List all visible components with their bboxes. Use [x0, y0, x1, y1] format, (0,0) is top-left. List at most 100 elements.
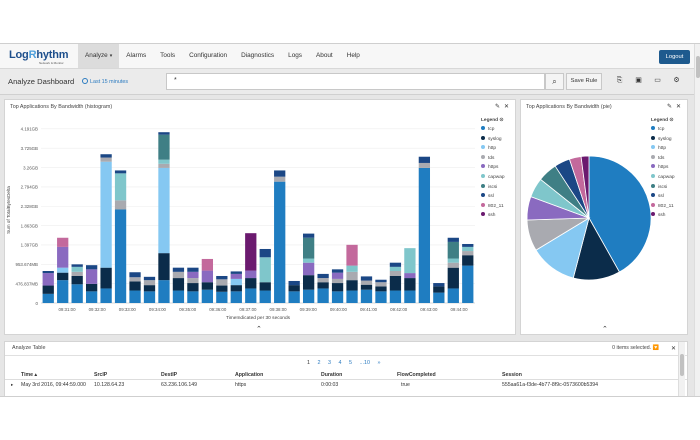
- folder-icon[interactable]: ▭: [654, 77, 661, 84]
- pie-slice-ssh: [580, 155, 590, 219]
- x-tick-label: 09:40:00: [330, 307, 348, 312]
- column-header-time[interactable]: Time ▴: [21, 372, 38, 378]
- menu-about[interactable]: About: [316, 52, 333, 59]
- bar-segment-tds: [389, 271, 402, 276]
- bar-segment-ssl: [158, 132, 170, 135]
- column-header-application[interactable]: Application: [235, 372, 264, 378]
- pagination: 1 2 3 4 5 ...10 »: [307, 360, 387, 366]
- selection-status[interactable]: 0 items selected. 🔽: [612, 345, 659, 351]
- column-header-flowcompleted[interactable]: FlowCompleted: [397, 372, 436, 378]
- scrollbar-thumb[interactable]: [696, 56, 700, 78]
- menu-help[interactable]: Help: [346, 52, 360, 59]
- edit-icon[interactable]: ✎: [667, 104, 673, 110]
- legend-label: ssh: [488, 213, 496, 219]
- legend-item-iscsi[interactable]: iscsi: [651, 183, 675, 193]
- legend-swatch: [651, 126, 655, 130]
- bar-segment-tcp: [158, 280, 170, 303]
- legend-swatch: [651, 193, 655, 198]
- close-icon[interactable]: ✕: [670, 346, 676, 352]
- column-header-destip[interactable]: DestIP: [161, 372, 178, 378]
- bar-segment-syslog: [447, 267, 459, 289]
- column-header-duration[interactable]: Duration: [321, 372, 343, 378]
- time-range-picker[interactable]: Last 15 minutes: [82, 78, 128, 85]
- bar-segment-syslog: [42, 285, 54, 294]
- legend-label: capwap: [488, 174, 505, 180]
- page-link[interactable]: 1: [307, 360, 310, 366]
- close-icon[interactable]: ✕: [676, 104, 682, 110]
- page-link[interactable]: 3: [328, 360, 331, 366]
- save-icon[interactable]: ▣: [635, 77, 642, 84]
- menu-alarms[interactable]: Alarms: [126, 52, 147, 59]
- legend-item-tcp[interactable]: tcp: [481, 125, 505, 135]
- logrhythm-logo[interactable]: LogRhythm Network & Monitor: [9, 49, 79, 65]
- menu-analyze[interactable]: Analyze ▾: [78, 44, 120, 68]
- legend-item-ssh[interactable]: ssh: [651, 211, 675, 221]
- page-scrollbar[interactable]: [694, 44, 700, 396]
- menu-configuration[interactable]: Configuration: [189, 52, 228, 59]
- menu-logs[interactable]: Logs: [288, 52, 302, 59]
- settings-icon[interactable]: ⚙: [673, 77, 680, 84]
- save-rule-button[interactable]: Save Rule: [566, 73, 602, 90]
- search-button[interactable]: ⌕: [545, 73, 564, 90]
- y-tick-label: 1.863GB: [21, 223, 38, 228]
- column-header-srcip[interactable]: SrcIP: [94, 372, 108, 378]
- table-scrollbar[interactable]: [678, 342, 685, 396]
- legend-item-capwap[interactable]: capwap: [651, 173, 675, 183]
- export-icon[interactable]: ⎘: [616, 77, 623, 84]
- legend-swatch: [481, 135, 485, 140]
- pie-title: Top Applications By Bandwidth (pie): [526, 104, 612, 110]
- legend-item-tds[interactable]: tds: [651, 154, 675, 164]
- chevron-up-icon[interactable]: ⌃: [256, 326, 262, 333]
- bar-segment-ssl: [129, 272, 141, 278]
- legend-item-syslog[interactable]: syslog: [481, 135, 505, 145]
- legend-item-http[interactable]: http: [481, 144, 505, 154]
- legend-swatch: [481, 212, 485, 217]
- legend-item-https[interactable]: https: [481, 163, 505, 173]
- y-tick-label: 3.725GB: [21, 146, 38, 151]
- query-input[interactable]: *: [166, 73, 545, 90]
- legend-item-802_11[interactable]: 802_11: [651, 202, 675, 212]
- bar-segment-capwap: [346, 265, 358, 272]
- legend-swatch: [481, 126, 485, 130]
- x-tick-label: 09:37:00: [239, 307, 257, 312]
- bar-segment-tcp: [288, 291, 300, 303]
- legend-item-tds[interactable]: tds: [481, 154, 505, 164]
- bar-segment-https: [230, 273, 242, 279]
- chevron-up-icon[interactable]: ⌃: [602, 326, 608, 333]
- legend-item-ssl[interactable]: ssl: [481, 192, 505, 202]
- legend-label: https: [488, 165, 499, 171]
- bar-segment-ssl: [172, 267, 185, 272]
- bar-segment-syslog: [245, 278, 257, 289]
- page-link[interactable]: ...10: [359, 360, 371, 366]
- legend-label: iscsi: [658, 184, 668, 190]
- legend-label: 802_11: [488, 203, 504, 209]
- column-header-session[interactable]: Session: [502, 372, 522, 378]
- bar-segment-tcp: [375, 291, 387, 303]
- logout-button[interactable]: Logout: [659, 50, 690, 64]
- next-page-link[interactable]: »: [377, 360, 381, 366]
- page-link[interactable]: 5: [349, 360, 352, 366]
- legend-item-syslog[interactable]: syslog: [651, 135, 675, 145]
- legend-item-http[interactable]: http: [651, 144, 675, 154]
- legend-item-https[interactable]: https: [651, 163, 675, 173]
- legend-item-tcp[interactable]: tcp: [651, 125, 675, 135]
- page-link[interactable]: 4: [338, 360, 342, 366]
- expand-row-icon[interactable]: ▸: [11, 382, 14, 387]
- bar-segment-syslog: [375, 286, 387, 292]
- close-icon[interactable]: ✕: [504, 104, 510, 110]
- bar-segment-tcp: [331, 291, 344, 303]
- legend-item-ssh[interactable]: ssh: [481, 211, 505, 221]
- legend-item-ssl[interactable]: ssl: [651, 192, 675, 202]
- bar-segment-iscsi: [447, 241, 459, 259]
- legend-item-capwap[interactable]: capwap: [481, 173, 505, 183]
- edit-icon[interactable]: ✎: [495, 104, 501, 110]
- legend-item-iscsi[interactable]: iscsi: [481, 183, 505, 193]
- scrollbar-thumb[interactable]: [680, 354, 684, 376]
- menu-tools[interactable]: Tools: [160, 52, 176, 59]
- menu-diagnostics[interactable]: Diagnostics: [241, 52, 275, 59]
- legend-item-802_11[interactable]: 802_11: [481, 202, 505, 212]
- page-link[interactable]: 2: [317, 360, 321, 366]
- legend-swatch: [651, 164, 655, 169]
- legend-label: https: [658, 165, 669, 171]
- histogram-legend: Legend ⊙ tcp syslog http tds https capwap iscs…: [481, 118, 505, 221]
